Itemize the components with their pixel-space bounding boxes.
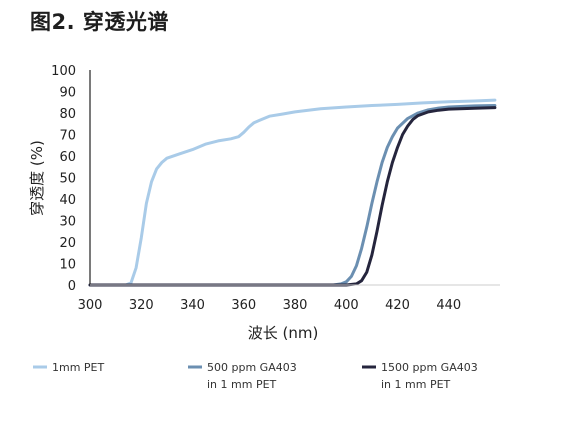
series-line-3: [88, 106, 497, 287]
y-tick-label: 50: [59, 172, 76, 187]
legend-label-3: 1500 ppm GA403: [381, 361, 478, 374]
y-tick-label: 90: [59, 86, 76, 101]
x-tick-label: 420: [385, 298, 410, 313]
x-tick-label: 400: [334, 298, 359, 313]
y-ticks: 0 10 20 30 40 50 60 70 80 90 100: [51, 64, 76, 294]
legend-label-2: in 1 mm PET: [207, 378, 277, 391]
y-tick-label: 60: [59, 150, 76, 165]
legend-label-1: 1mm PET: [52, 361, 105, 374]
y-tick-label: 80: [59, 107, 76, 122]
y-tick-label: 10: [59, 258, 76, 273]
y-tick-label: 40: [59, 193, 76, 208]
series-line-2: [88, 104, 497, 287]
series-line-1: [88, 98, 497, 287]
legend: 1mm PET 500 ppm GA403 in 1 mm PET 1500 ppm …: [33, 361, 478, 391]
y-tick-label: 70: [59, 129, 76, 144]
x-tick-label: 340: [180, 298, 205, 313]
y-tick-label: 20: [59, 236, 76, 251]
chart-title: 图2. 穿透光谱: [30, 10, 169, 34]
x-tick-label: 360: [231, 298, 256, 313]
x-tick-label: 380: [283, 298, 308, 313]
x-ticks: 300 320 340 360 380 400 420 440: [78, 298, 462, 313]
x-axis-label: 波长 (nm): [248, 324, 319, 342]
y-axis-label: 穿透度 (%): [28, 140, 46, 216]
series-lines: [88, 98, 497, 287]
y-tick-label: 0: [68, 279, 76, 294]
y-tick-label: 100: [51, 64, 76, 79]
x-tick-label: 440: [436, 298, 461, 313]
x-tick-label: 300: [78, 298, 103, 313]
x-tick-label: 320: [129, 298, 154, 313]
y-tick-label: 30: [59, 215, 76, 230]
legend-label-3: in 1 mm PET: [381, 378, 451, 391]
legend-label-2: 500 ppm GA403: [207, 361, 297, 374]
